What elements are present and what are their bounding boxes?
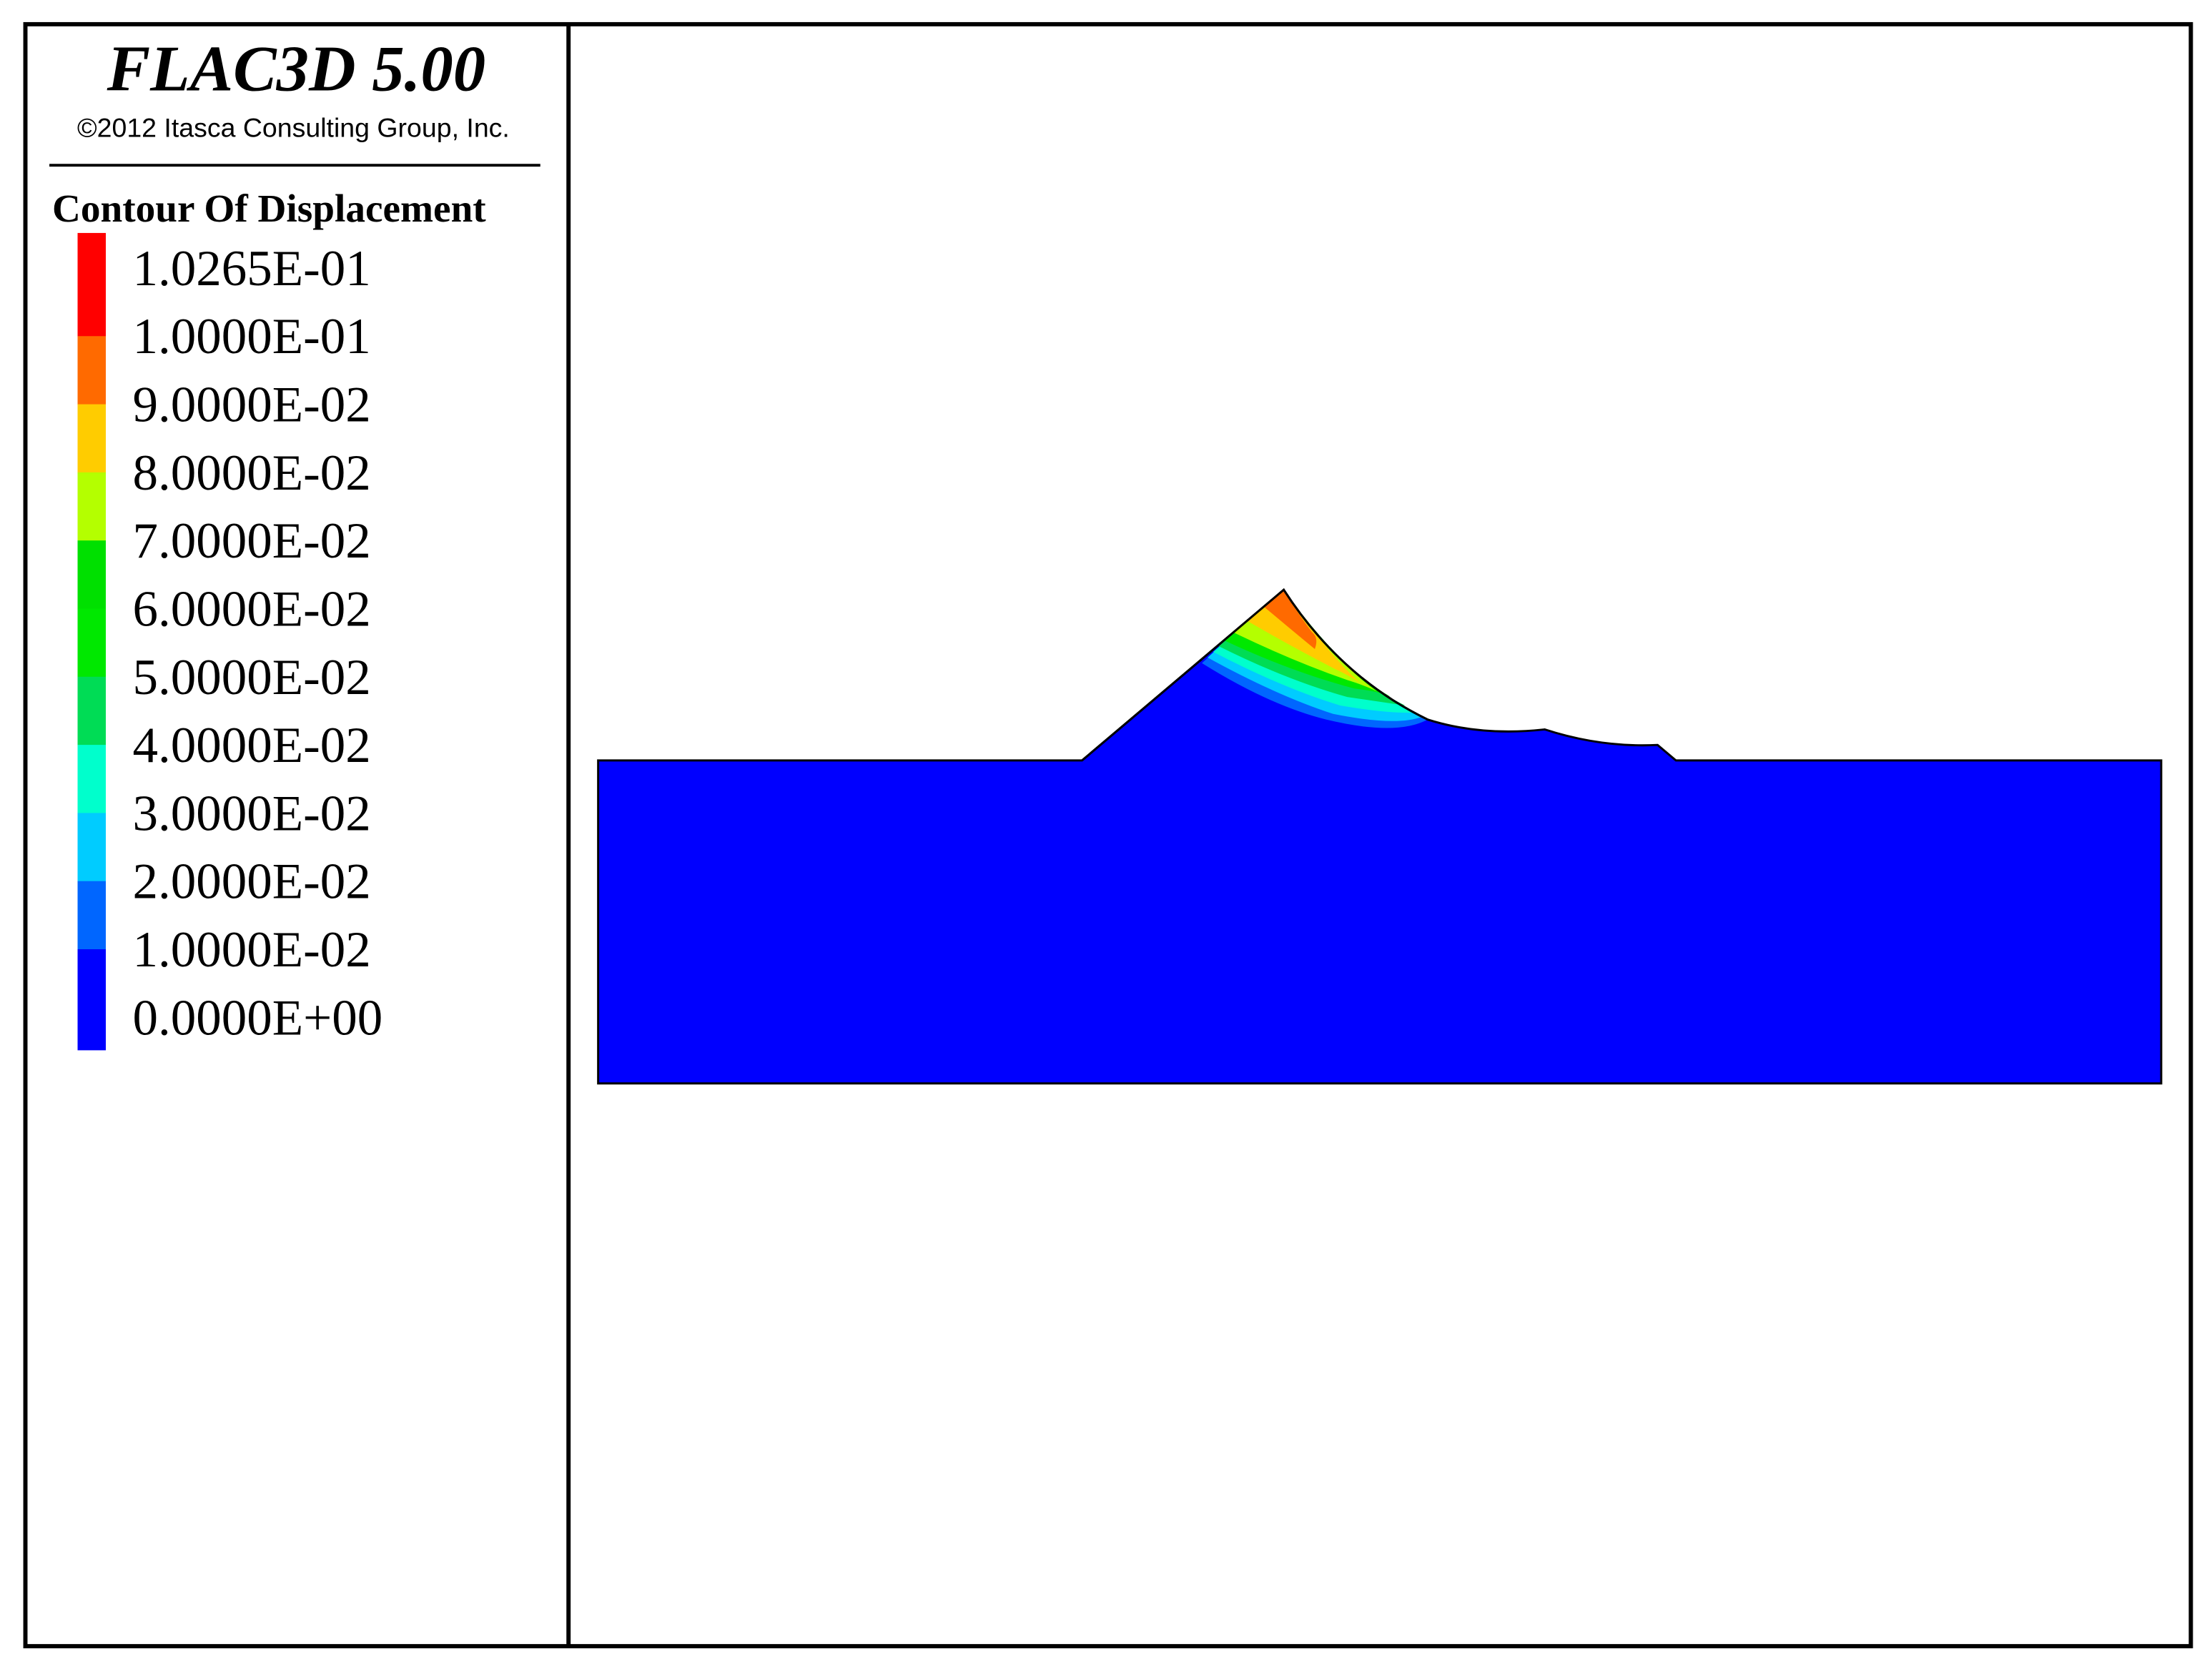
model <box>597 588 2163 1085</box>
colorbar-segment <box>77 949 106 1051</box>
legend-title: Contour Of Displacement <box>52 187 486 230</box>
legend-label: 8.0000E-02 <box>132 445 370 501</box>
colorbar-segment <box>77 813 106 882</box>
colorbar-segment <box>77 676 106 746</box>
colorbar-segment <box>77 881 106 951</box>
colorbar-segment <box>77 745 106 814</box>
legend-label: 1.0265E-01 <box>132 241 370 297</box>
app-title: FLAC3D 5.00 <box>107 33 485 105</box>
legend-label: 7.0000E-02 <box>132 513 370 569</box>
copyright: ©2012 Itasca Consulting Group, Inc. <box>77 113 510 143</box>
legend-label: 4.0000E-02 <box>132 718 370 773</box>
colorbar-segment <box>77 540 106 610</box>
colorbar-segment <box>77 472 106 542</box>
model-outline <box>1081 588 1428 762</box>
colorbar-segment <box>77 404 106 473</box>
legend-label: 2.0000E-02 <box>132 854 370 910</box>
legend-label: 1.0000E-02 <box>132 922 370 978</box>
legend: 1.0265E-01 1.0000E-01 9.0000E-02 8.0000E-02… <box>77 232 382 1051</box>
colorbar-segment <box>77 608 106 678</box>
legend-label: 6.0000E-02 <box>132 581 370 637</box>
legend-label: 3.0000E-02 <box>132 786 370 841</box>
colorbar-segment <box>77 336 106 405</box>
colorbar-segment <box>77 232 106 337</box>
legend-label: 5.0000E-02 <box>132 650 370 705</box>
contour-band <box>1264 590 1317 650</box>
legend-label: 1.0000E-01 <box>132 309 370 365</box>
legend-label: 0.0000E+00 <box>132 990 382 1046</box>
legend-label: 9.0000E-02 <box>132 377 370 433</box>
